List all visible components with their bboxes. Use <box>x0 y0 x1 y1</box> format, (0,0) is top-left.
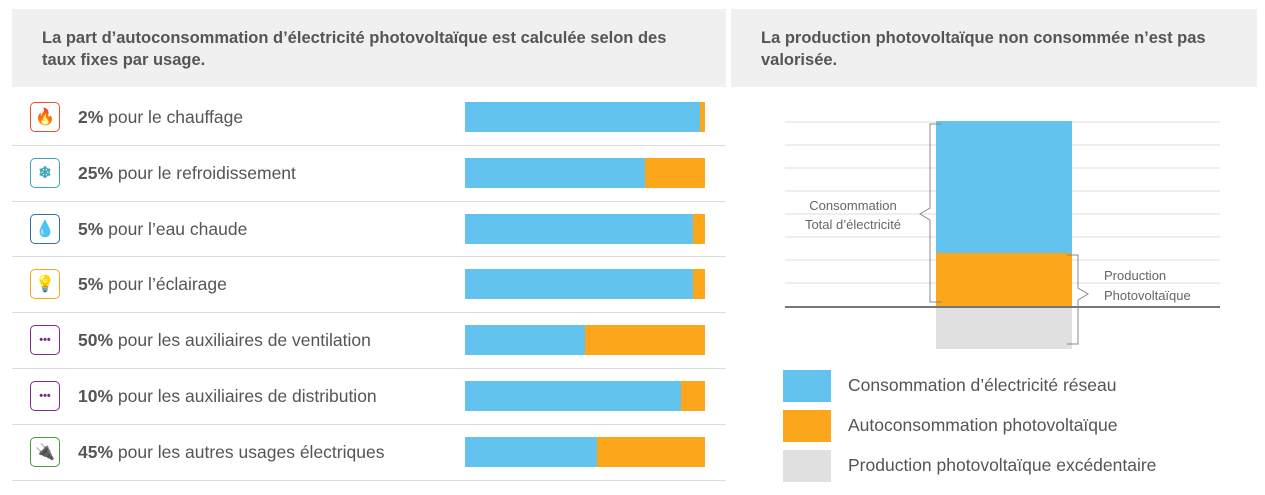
grid-consumption-segment <box>936 121 1072 253</box>
usage-text: 10% pour les auxiliaires de distribution <box>78 386 377 407</box>
consumption-label-line1: Consommation <box>809 198 896 213</box>
usage-row-ventilation: ••• 50% pour les auxiliaires de ventilat… <box>12 313 726 369</box>
legend-swatch <box>783 370 831 402</box>
light-bulb-icon: 💡 <box>30 269 60 300</box>
usage-row-other: 🔌 45% pour les autres usages électriques <box>12 425 726 481</box>
usage-row-cooling: ❄ 25% pour le refroidissement <box>12 146 726 202</box>
usage-text: 5% pour l’éclairage <box>78 274 227 295</box>
usage-bar-fill <box>585 325 705 356</box>
production-brace <box>1067 254 1089 345</box>
usage-bar-fill <box>693 213 705 244</box>
usage-label: pour le chauffage <box>108 107 244 127</box>
usage-bar <box>465 102 705 132</box>
usage-text: 50% pour les auxiliaires de ventilation <box>78 330 371 351</box>
production-label-line2: Photovoltaïque <box>1104 288 1191 303</box>
right-panel-title: La production photovoltaïque non consomm… <box>731 9 1257 87</box>
usage-percent: 2% <box>78 107 104 127</box>
usage-bar <box>465 269 705 300</box>
legend-label: Autoconsommation photovoltaïque <box>848 415 1118 435</box>
usage-label: pour les autres usages électriques <box>117 441 385 462</box>
usage-row-distribution: ••• 10% pour les auxiliaires de distribu… <box>12 369 726 425</box>
consumption-label-line2: Total d’électricité <box>805 217 901 232</box>
usage-percent: 25% <box>78 162 114 183</box>
usage-bar <box>465 213 705 244</box>
consumption-brace <box>919 123 942 303</box>
usage-bar <box>465 325 705 356</box>
usage-list: 🔥 2% pour le chauffage ❄ 25% pour le ref… <box>12 90 726 481</box>
legend-label: Consommation d’électricité réseau <box>848 375 1117 395</box>
production-diagram: Consommation Total d’électricité Product… <box>731 90 1257 495</box>
usage-label: pour l’éclairage <box>108 274 227 295</box>
usage-bar <box>465 157 705 188</box>
usage-label: pour les auxiliaires de distribution <box>117 385 377 406</box>
snowflake-icon: ❄ <box>30 157 60 188</box>
usage-row-hot-water: 💧 5% pour l’eau chaude <box>12 202 726 258</box>
usage-label: pour le refroidissement <box>117 162 296 183</box>
legend-label: Production photovoltaïque excédentaire <box>848 455 1157 475</box>
usage-percent: 5% <box>78 218 104 239</box>
usage-bar-fill <box>645 157 705 188</box>
usage-row-heating: 🔥 2% pour le chauffage <box>12 90 726 146</box>
usage-percent: 5% <box>78 274 104 295</box>
usage-text: 2% pour le chauffage <box>78 107 243 128</box>
usage-text: 25% pour le refroidissement <box>78 163 296 184</box>
dots-icon: ••• <box>30 325 60 356</box>
usage-bar-fill <box>693 269 705 300</box>
excess-production-segment <box>936 308 1072 349</box>
legend-swatch <box>783 450 831 482</box>
left-panel-title: La part d’autoconsommation d’électricité… <box>12 9 726 87</box>
water-drop-icon: 💧 <box>30 213 60 244</box>
usage-percent: 50% <box>78 330 114 351</box>
usage-row-lighting: 💡 5% pour l’éclairage <box>12 257 726 314</box>
usage-text: 5% pour l’eau chaude <box>78 219 247 240</box>
usage-percent: 10% <box>78 385 114 406</box>
plug-icon: 🔌 <box>30 436 60 467</box>
dots-icon: ••• <box>30 380 60 411</box>
legend-swatch <box>783 410 831 442</box>
usage-bar-fill <box>597 436 705 467</box>
usage-percent: 45% <box>78 441 114 462</box>
usage-label: pour les auxiliaires de ventilation <box>117 330 371 351</box>
usage-bar-fill <box>700 102 705 132</box>
usage-text: 45% pour les autres usages électriques <box>78 442 384 463</box>
self-consumption-segment <box>936 253 1072 308</box>
production-label-line1: Production <box>1104 268 1166 283</box>
production-diagram-svg: Consommation Total d’électricité Product… <box>785 121 1220 349</box>
usage-bar <box>465 380 705 411</box>
usage-bar <box>465 436 705 467</box>
flame-icon: 🔥 <box>30 102 60 132</box>
usage-bar-fill <box>681 380 705 411</box>
usage-label: pour l’eau chaude <box>108 218 248 239</box>
